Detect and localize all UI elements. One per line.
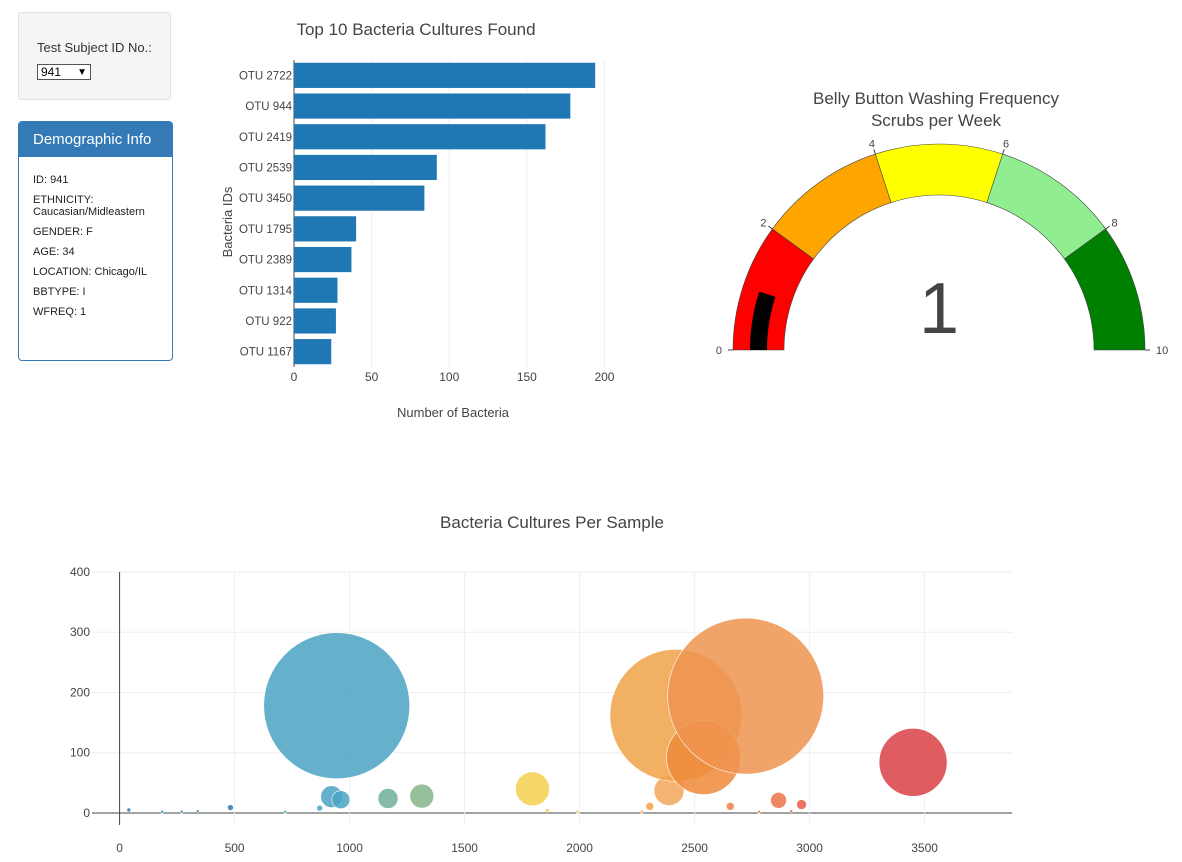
gauge-subtitle: Scrubs per Week [871,111,1002,130]
bar-chart-xlabel: Number of Bacteria [397,405,510,420]
bar-otu-1167 [294,339,332,365]
bar-category-label: OTU 922 [245,316,292,328]
bar-otu-944 [294,93,571,119]
demo-gender: GENDER: F [33,226,93,238]
gauge-tick-label: 2 [760,217,766,229]
gauge-tick [873,149,876,155]
bubble-x-tick: 1500 [451,841,478,855]
subject-id-select[interactable]: 941 ▼ [37,64,91,80]
gauge-tick [768,225,773,230]
bar-category-label: OTU 1795 [239,224,292,236]
subject-selector-card: Test Subject ID No.: 941 ▼ [18,12,171,100]
bubble-x-tick: 0 [116,841,123,855]
bar-otu-922 [294,308,336,334]
bubble-point-19 [179,809,184,814]
bubble-point-14 [725,802,735,811]
gauge-chart: Belly Button Washing Frequency Scrubs pe… [716,89,1168,357]
gauge-step-4 [1063,228,1146,351]
bubble-x-tick: 2500 [681,841,708,855]
bar-otu-1795 [294,216,357,242]
bar-chart-title: Top 10 Bacteria Cultures Found [296,20,535,39]
bubble-chart-title: Bacteria Cultures Per Sample [440,513,664,532]
subject-id-label: Test Subject ID No.: [37,40,152,55]
bubble-x-tick: 3500 [911,841,938,855]
subject-id-value: 941 [41,65,62,79]
bubble-point-13 [645,802,655,811]
bubble-point-20 [196,809,200,813]
gauge-title: Belly Button Washing Frequency [813,89,1059,108]
bubble-point-0 [263,632,411,780]
demographic-panel: Demographic Info ID: 941 ETHNICITY: Cauc… [18,121,173,361]
bar-x-tick: 200 [594,370,614,384]
bubble-point-2 [331,790,351,810]
bubble-chart: Bacteria Cultures Per Sample 0 100 200 300 4… [70,513,1012,855]
gauge-tick-label: 0 [716,345,722,357]
gauge-tick-label: 8 [1111,217,1117,229]
bubble-point-11 [796,799,807,810]
bubble-point-21 [283,809,288,814]
bubble-x-tick: 2000 [566,841,593,855]
bubble-x-tick: 3000 [796,841,823,855]
bar-otu-2539 [294,154,437,181]
bubble-y-tick: 400 [70,565,90,579]
chevron-down-icon: ▼ [77,67,87,78]
bar-x-tick: 100 [439,370,459,384]
bar-category-label: OTU 2389 [239,255,292,267]
gauge-tick-label: 6 [1003,139,1009,151]
bar-category-label: OTU 944 [245,101,292,113]
bubble-x-tick: 500 [225,841,245,855]
bubble-point-22 [545,808,550,813]
bubble-x-tick: 1000 [336,841,363,855]
gauge-tick-label: 4 [869,139,875,151]
demo-bbtype: BBTYPE: I [33,286,86,298]
demographic-panel-title: Demographic Info [19,122,172,157]
bar-otu-2389 [294,246,352,273]
gauge-step-2 [874,143,1004,203]
demo-age: AGE: 34 [33,246,75,258]
bar-x-tick: 50 [365,370,379,384]
bar-category-label: OTU 2539 [239,162,292,174]
bar-otu-2419 [294,124,546,150]
bar-chart: Top 10 Bacteria Cultures Found Number of… [220,20,615,420]
bar-category-label: OTU 2419 [239,132,292,144]
bubble-point-5 [515,771,550,807]
bar-category-label: OTU 1314 [239,285,293,297]
bubble-point-26 [789,809,794,813]
demo-ethnicity: ETHNICITY: Caucasian/Midleastern [33,194,145,218]
bubble-point-18 [160,809,164,814]
demo-id: ID: 941 [33,174,69,186]
bar-otu-3450 [294,185,425,211]
bar-category-label: OTU 1167 [240,347,292,359]
gauge-tick [1002,149,1005,155]
bubble-y-tick: 300 [70,625,90,639]
bubble-y-tick: 100 [70,746,90,760]
bubble-point-23 [575,809,580,814]
bubble-point-25 [757,809,761,814]
bar-chart-ylabel: Bacteria IDs [220,186,235,257]
bubble-point-10 [770,792,787,809]
demo-wfreq: WFREQ: 1 [33,306,87,318]
gauge-tick [1105,225,1110,230]
gauge-value: 1 [919,269,959,349]
demographic-panel-body: ID: 941 ETHNICITY: Caucasian/Midleastern… [19,157,172,343]
bubble-y-tick: 200 [70,685,90,699]
gauge-value-bar [750,291,776,350]
bubble-point-16 [316,804,324,812]
bar-otu-1314 [294,277,338,303]
bar-x-tick: 150 [517,370,537,384]
bubble-point-24 [639,809,644,814]
bubble-point-15 [227,804,234,811]
bar-category-label: OTU 3450 [239,193,292,205]
demo-location: LOCATION: Chicago/IL [33,266,148,278]
bubble-point-4 [409,783,435,809]
bubble-point-12 [878,728,948,797]
bubble-point-17 [126,807,132,813]
bar-otu-2722 [294,62,596,88]
bubble-point-3 [377,788,399,809]
gauge-tick-label: 10 [1156,345,1168,357]
bar-category-label: OTU 2722 [239,70,292,82]
bubble-y-tick: 0 [83,806,90,820]
bar-x-tick: 0 [291,370,298,384]
bubble-point-9 [667,617,824,775]
